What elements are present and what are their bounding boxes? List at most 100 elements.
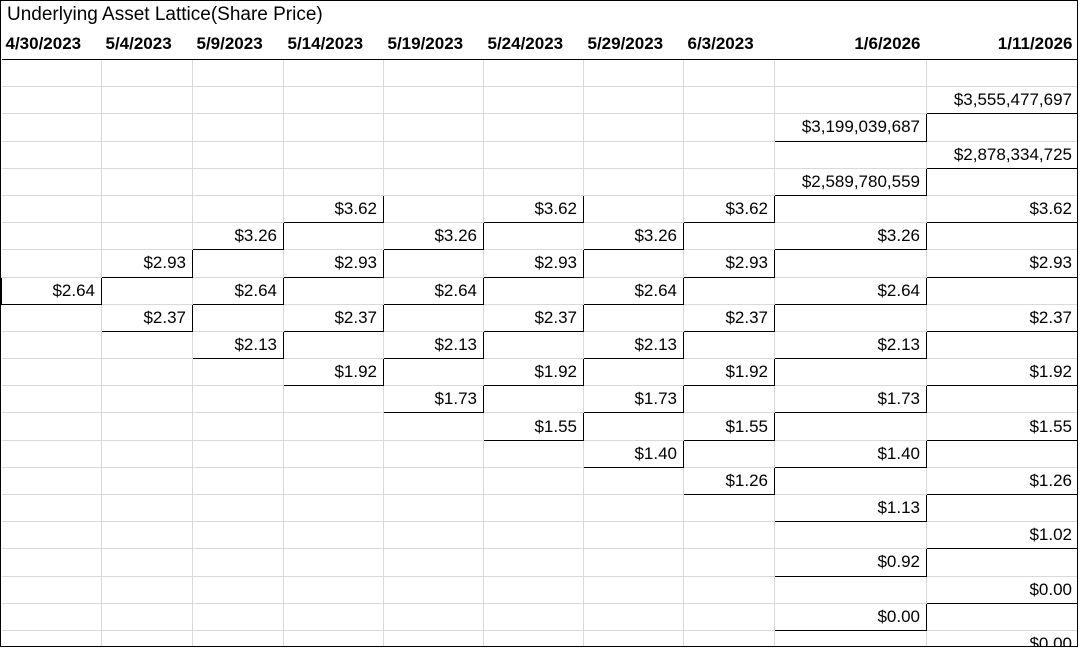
empty-cell xyxy=(775,60,927,87)
column-header: 5/4/2023 xyxy=(102,29,193,60)
value-cell: $2,878,334,725 xyxy=(927,141,1079,168)
empty-cell xyxy=(2,60,102,87)
empty-cell xyxy=(384,549,484,576)
empty-cell xyxy=(684,549,775,576)
empty-cell xyxy=(284,223,384,250)
table-row: $3,199,039,687 xyxy=(2,114,1079,141)
empty-cell xyxy=(193,386,284,413)
empty-cell xyxy=(384,87,484,114)
empty-cell xyxy=(102,277,193,304)
empty-cell xyxy=(584,603,684,630)
empty-cell xyxy=(484,603,584,630)
empty-cell xyxy=(193,114,284,141)
empty-cell xyxy=(2,223,102,250)
empty-cell xyxy=(284,549,384,576)
empty-cell xyxy=(775,413,927,440)
value-cell: $2.64 xyxy=(193,277,284,304)
empty-cell xyxy=(284,277,384,304)
table-row: $1.26$1.26 xyxy=(2,467,1079,494)
empty-cell xyxy=(484,141,584,168)
empty-cell xyxy=(927,168,1079,195)
column-header: 1/11/2026 xyxy=(927,29,1079,60)
empty-cell xyxy=(2,304,102,331)
empty-cell xyxy=(484,522,584,549)
value-cell: $0.92 xyxy=(775,549,927,576)
value-cell: $2.93 xyxy=(684,250,775,277)
value-cell: $0.00 xyxy=(775,603,927,630)
empty-cell xyxy=(2,386,102,413)
value-cell: $1.73 xyxy=(775,386,927,413)
table-row: $0.00 xyxy=(2,576,1079,603)
value-cell: $2.93 xyxy=(102,250,193,277)
empty-cell xyxy=(193,549,284,576)
empty-cell xyxy=(284,440,384,467)
value-cell: $2.13 xyxy=(384,331,484,358)
value-cell: $1.40 xyxy=(584,440,684,467)
empty-cell xyxy=(384,630,484,647)
value-cell: $2.37 xyxy=(284,304,384,331)
empty-cell xyxy=(484,549,584,576)
table-row: $3.62$3.62$3.62$3.62 xyxy=(2,195,1079,222)
table-row: $2.37$2.37$2.37$2.37$2.37 xyxy=(2,304,1079,331)
value-cell: $1.02 xyxy=(927,522,1079,549)
empty-cell xyxy=(775,304,927,331)
empty-cell xyxy=(927,549,1079,576)
empty-cell xyxy=(584,549,684,576)
empty-cell xyxy=(284,331,384,358)
table-row: $1.92$1.92$1.92$1.92 xyxy=(2,359,1079,386)
empty-cell xyxy=(775,630,927,647)
empty-cell xyxy=(102,413,193,440)
empty-cell xyxy=(384,440,484,467)
empty-cell xyxy=(775,522,927,549)
table-body: $3,555,477,697$3,199,039,687$2,878,334,7… xyxy=(2,60,1079,648)
empty-cell xyxy=(584,60,684,87)
empty-cell xyxy=(2,440,102,467)
empty-cell xyxy=(684,223,775,250)
table-row: $3.26$3.26$3.26$3.26 xyxy=(2,223,1079,250)
empty-cell xyxy=(193,413,284,440)
empty-cell xyxy=(102,223,193,250)
table-row: $1.55$1.55$1.55 xyxy=(2,413,1079,440)
empty-cell xyxy=(775,141,927,168)
value-cell: $2.37 xyxy=(484,304,584,331)
value-cell: $3,199,039,687 xyxy=(775,114,927,141)
value-cell: $1.55 xyxy=(484,413,584,440)
empty-cell xyxy=(684,87,775,114)
empty-cell xyxy=(193,60,284,87)
empty-cell xyxy=(484,60,584,87)
empty-cell xyxy=(775,195,927,222)
empty-cell xyxy=(584,250,684,277)
value-cell: $1.55 xyxy=(927,413,1079,440)
table-row: $1.13 xyxy=(2,495,1079,522)
empty-cell xyxy=(102,386,193,413)
empty-cell xyxy=(284,630,384,647)
empty-cell xyxy=(2,250,102,277)
value-cell: $2.13 xyxy=(584,331,684,358)
empty-cell xyxy=(102,440,193,467)
column-header: 5/24/2023 xyxy=(484,29,584,60)
empty-cell xyxy=(484,114,584,141)
empty-cell xyxy=(484,467,584,494)
empty-cell xyxy=(384,114,484,141)
empty-cell xyxy=(193,630,284,647)
value-cell: $2.93 xyxy=(484,250,584,277)
value-cell: $3.62 xyxy=(927,195,1079,222)
empty-cell xyxy=(2,413,102,440)
empty-cell xyxy=(384,359,484,386)
value-cell: $3.62 xyxy=(484,195,584,222)
empty-cell xyxy=(684,386,775,413)
empty-cell xyxy=(2,168,102,195)
empty-cell xyxy=(584,630,684,647)
empty-cell xyxy=(284,495,384,522)
empty-cell xyxy=(484,87,584,114)
empty-cell xyxy=(2,576,102,603)
empty-cell xyxy=(2,549,102,576)
empty-cell xyxy=(484,223,584,250)
empty-cell xyxy=(2,467,102,494)
empty-cell xyxy=(584,195,684,222)
value-cell: $1.73 xyxy=(584,386,684,413)
empty-cell xyxy=(284,522,384,549)
empty-cell xyxy=(684,440,775,467)
empty-cell xyxy=(2,603,102,630)
empty-cell xyxy=(584,467,684,494)
